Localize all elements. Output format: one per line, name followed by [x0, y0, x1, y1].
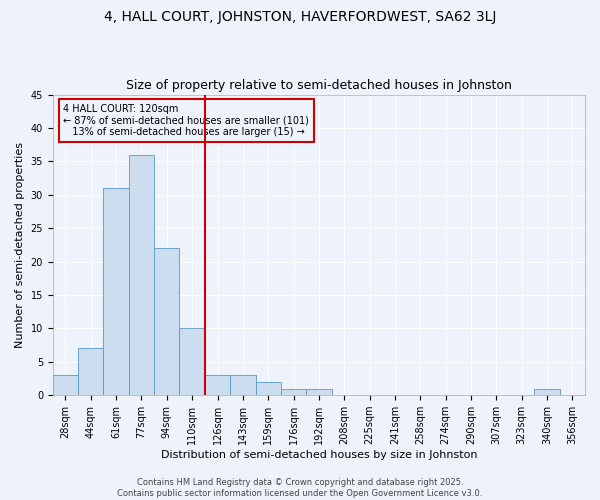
Bar [53, 375, 78, 395]
Bar [78, 348, 103, 395]
Bar [103, 188, 129, 395]
Bar [129, 154, 154, 395]
Title: Size of property relative to semi-detached houses in Johnston: Size of property relative to semi-detach… [126, 79, 512, 92]
Bar [230, 375, 256, 395]
Bar [535, 388, 560, 395]
Text: 4 HALL COURT: 120sqm
← 87% of semi-detached houses are smaller (101)
   13% of s: 4 HALL COURT: 120sqm ← 87% of semi-detac… [64, 104, 309, 137]
Bar [154, 248, 179, 395]
Bar [205, 375, 230, 395]
Bar [179, 328, 205, 395]
Text: Contains HM Land Registry data © Crown copyright and database right 2025.
Contai: Contains HM Land Registry data © Crown c… [118, 478, 482, 498]
Y-axis label: Number of semi-detached properties: Number of semi-detached properties [15, 142, 25, 348]
Bar [306, 388, 332, 395]
Bar [256, 382, 281, 395]
Text: 4, HALL COURT, JOHNSTON, HAVERFORDWEST, SA62 3LJ: 4, HALL COURT, JOHNSTON, HAVERFORDWEST, … [104, 10, 496, 24]
X-axis label: Distribution of semi-detached houses by size in Johnston: Distribution of semi-detached houses by … [161, 450, 477, 460]
Bar [281, 388, 306, 395]
